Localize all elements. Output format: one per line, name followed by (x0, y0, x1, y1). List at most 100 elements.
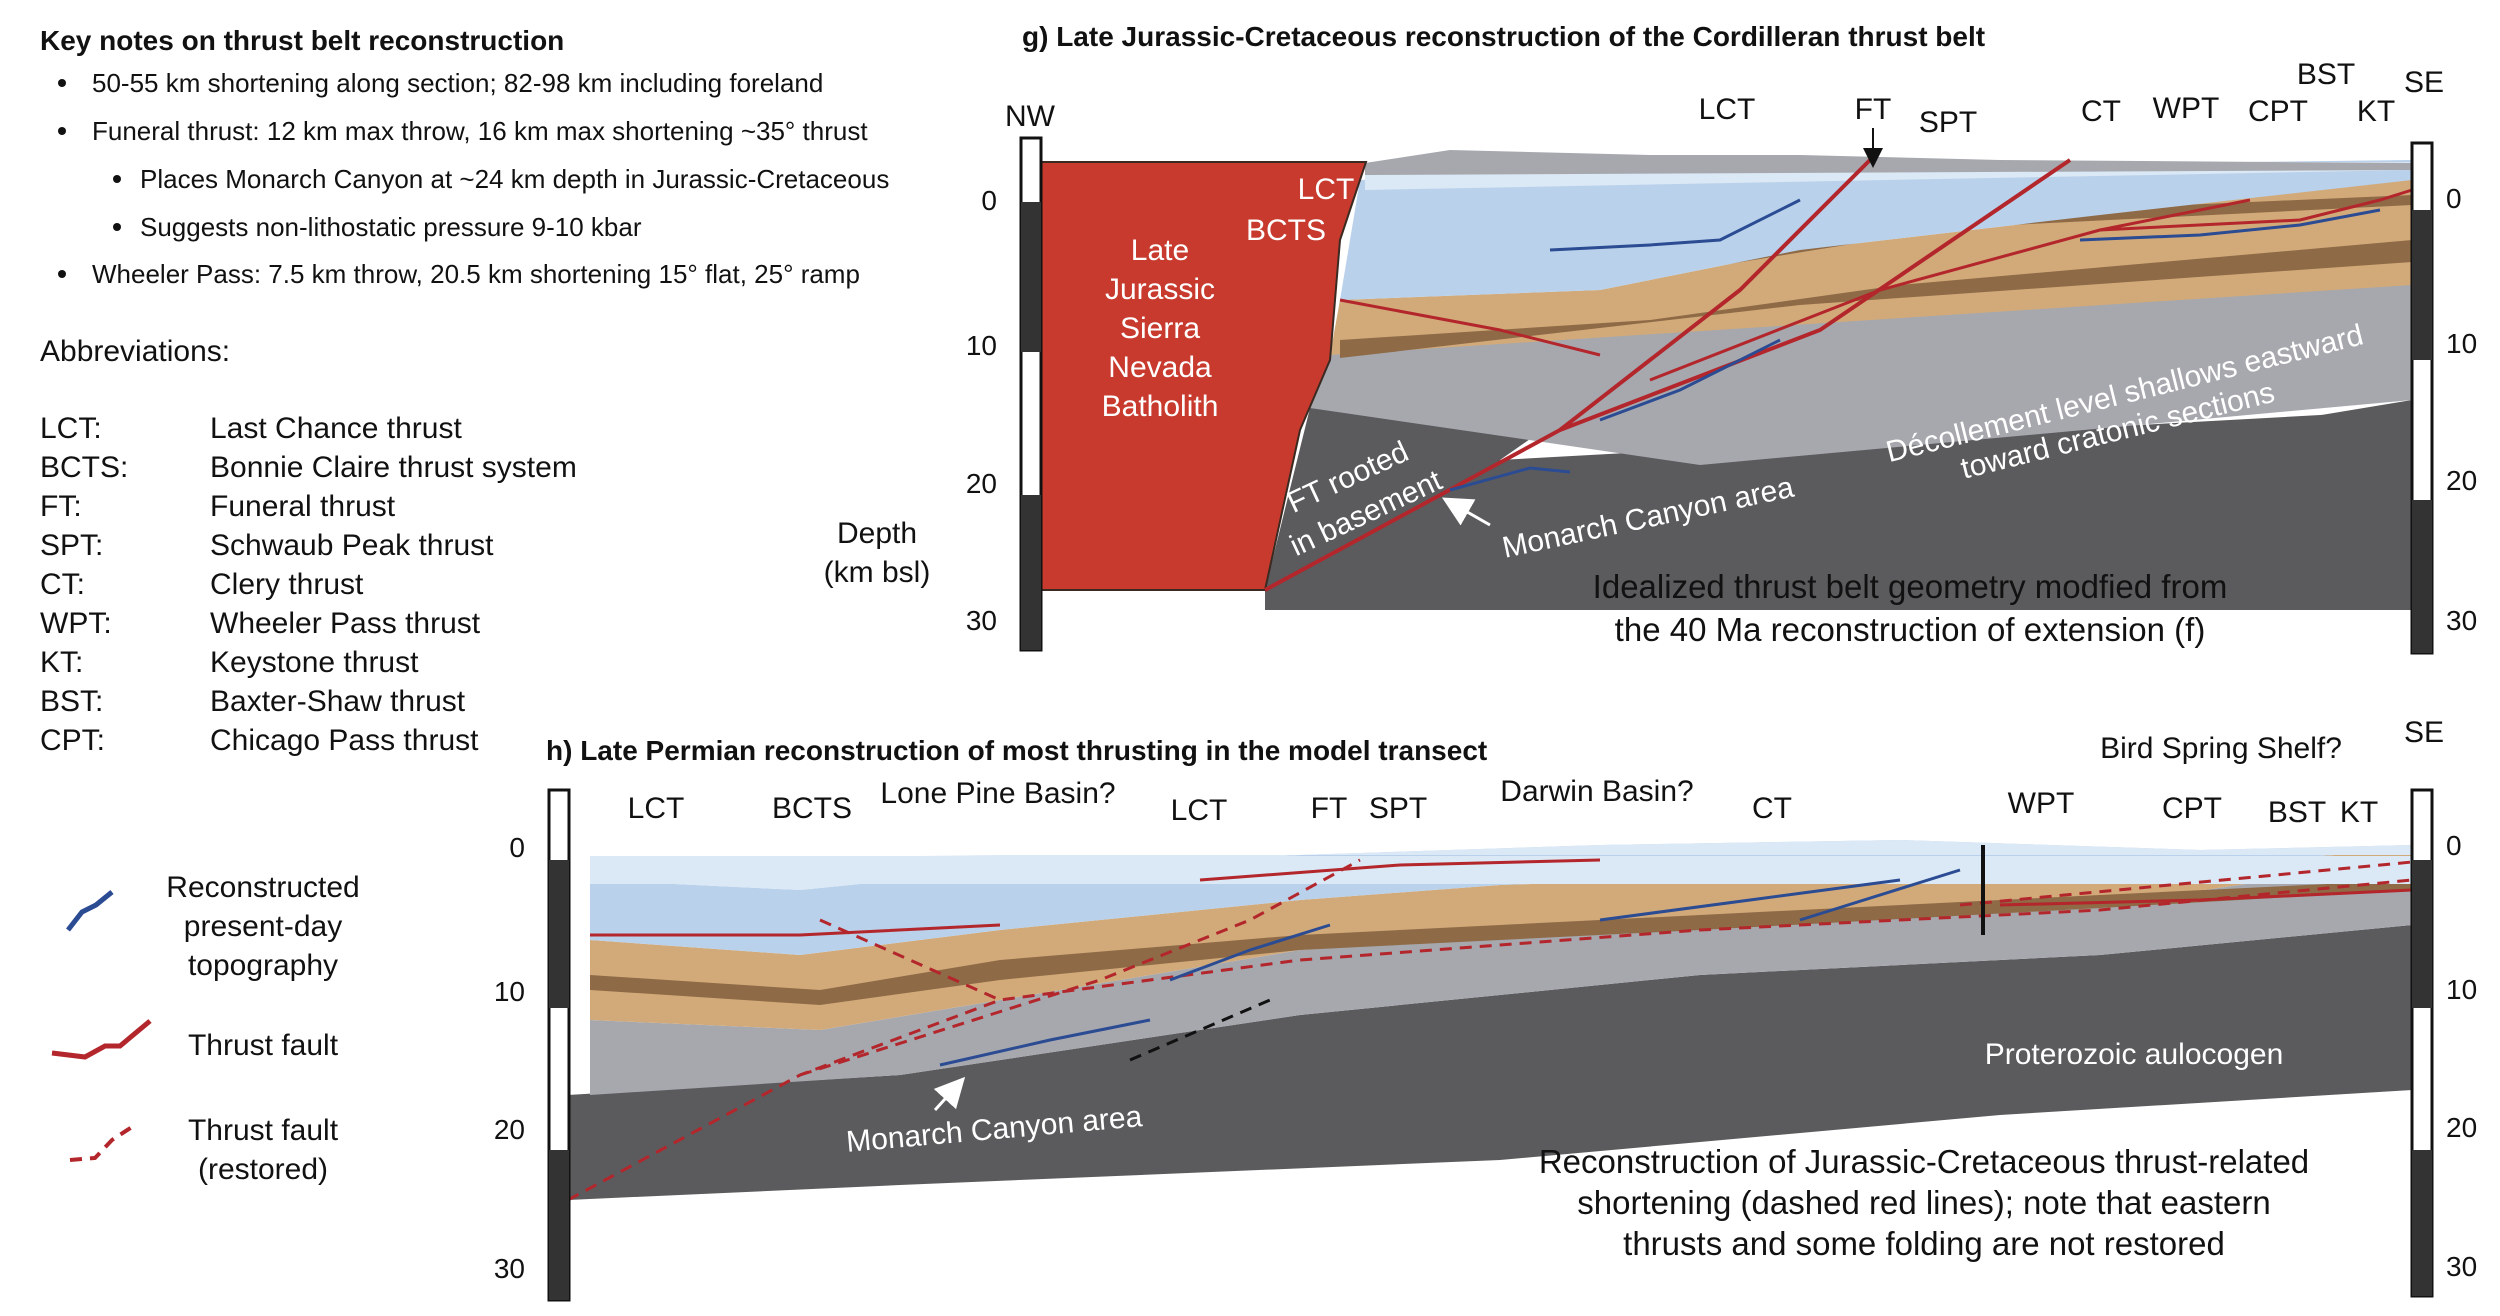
depth-tick: 10 (2446, 974, 2477, 1005)
top-strata (590, 856, 2412, 884)
abbr-name: Keystone thrust (210, 646, 419, 679)
depth-tick: 0 (2446, 830, 2462, 861)
label-pointer (933, 1076, 966, 1112)
depth-tick: 10 (2446, 328, 2477, 359)
depth-tick: 10 (494, 976, 525, 1007)
restored-thrust (1129, 998, 1271, 1062)
pale-strata (590, 840, 2412, 890)
restored-thrust (1959, 860, 2413, 907)
thrust-fault (1649, 198, 2251, 382)
depth-scale-bar (549, 1150, 569, 1300)
depth-tick: 30 (966, 605, 997, 636)
fault-label: CPT (2248, 95, 2308, 128)
legend-topography-label: topography (188, 949, 338, 982)
inner-lct-label: LCT (1298, 173, 1355, 206)
abbr-code: WPT: (40, 607, 112, 640)
abbr-code: FT: (40, 490, 82, 523)
fault-label: FT (1855, 93, 1892, 126)
panel-h-caption: Reconstruction of Jurassic-Cretaceous th… (1539, 1143, 2309, 1180)
thrust-fault (1339, 298, 1601, 357)
depth-scale-bar (2412, 500, 2432, 653)
abbr-name: Funeral thrust (210, 490, 396, 523)
fault-label: BST (2297, 58, 2355, 91)
topography-swatch (66, 890, 114, 932)
basin-label: Lone Pine Basin? (880, 777, 1115, 810)
topography-line (1599, 878, 1901, 922)
panel-h-caption: thrusts and some folding are not restore… (1623, 1225, 2225, 1262)
fault-label: CT (1752, 792, 1792, 825)
abbr-name: Bonnie Claire thrust system (210, 451, 577, 484)
batholith-label: Late (1131, 234, 1189, 267)
basement-unit (568, 925, 2412, 1200)
panel-g-cross-section (1040, 150, 2413, 610)
depth-scale-bar (1021, 495, 1041, 650)
depth-scale-bar (1021, 202, 1041, 352)
basement-unit (1265, 400, 2412, 610)
fault-label: SPT (1369, 792, 1427, 825)
thrust-fault (1199, 858, 1601, 882)
topography-line (939, 1018, 1151, 1067)
fault-label: BST (2268, 796, 2326, 829)
abbr-name: Wheeler Pass thrust (210, 607, 481, 640)
thrust-fault (1559, 158, 2072, 432)
label-pointer (1441, 497, 1491, 527)
panel-g-title: g) Late Jurassic-Cretaceous reconstructi… (1022, 21, 1985, 52)
panel-g: g) Late Jurassic-Cretaceous reconstructi… (966, 21, 2477, 655)
nw-label: NW (1005, 100, 1056, 133)
se-label: SE (2404, 716, 2444, 749)
restored-thrust-swatch (69, 1123, 137, 1162)
depth-tick: 20 (966, 468, 997, 499)
batholith-label: Nevada (1108, 351, 1212, 384)
bullet-icon (113, 175, 121, 183)
topography-line (1599, 338, 1781, 422)
depth-tick: 30 (2446, 1251, 2477, 1282)
restored-thrust (819, 918, 1001, 1002)
fault-label: LCT (1699, 93, 1756, 126)
topography-line (1799, 868, 1961, 922)
inner-bcts-label: BCTS (1246, 214, 1326, 247)
depth-tick: 0 (981, 185, 997, 216)
blue-strata (1340, 160, 2412, 300)
bullet-icon (58, 270, 66, 278)
fault-label: WPT (2008, 787, 2075, 820)
legend-thrust-label: Thrust fault (188, 1029, 339, 1062)
panel-g-caption: Idealized thrust belt geometry modfied f… (1593, 568, 2228, 605)
top-strata (1365, 150, 2412, 175)
note-item: Funeral thrust: 12 km max throw, 16 km m… (92, 116, 868, 146)
fault-label: BCTS (772, 792, 852, 825)
se-label: SE (2404, 66, 2444, 99)
panel-h-caption: shortening (dashed red lines); note that… (1577, 1184, 2270, 1221)
abbreviations-title: Abbreviations: (40, 335, 230, 368)
thrust-fault (590, 923, 1001, 937)
fault-label: WPT (2153, 92, 2220, 125)
bullet-icon (58, 79, 66, 87)
legend-restored-label: Thrust fault (188, 1114, 339, 1147)
legend-topography-label: present-day (184, 910, 342, 943)
bullet-icon (113, 223, 121, 231)
panel-g-caption: the 40 Ma reconstruction of extension (f… (1615, 611, 2206, 648)
fault-label: LCT (1171, 794, 1228, 827)
batholith-label: Sierra (1120, 312, 1200, 345)
brown-strata (590, 880, 2412, 1005)
depth-tick: 10 (966, 330, 997, 361)
abbr-name: Clery thrust (210, 568, 364, 601)
thrust-fault (2099, 188, 2413, 232)
abbr-code: KT: (40, 646, 83, 679)
depth-axis-label: Depth (837, 517, 917, 550)
thrust-fault-swatch (51, 1019, 152, 1060)
abbr-code: CT: (40, 568, 85, 601)
fault-label: KT (2340, 796, 2378, 829)
topography-line (1169, 923, 1331, 982)
abbreviations: Abbreviations: LCT: Last Chance thrust B… (40, 335, 577, 757)
depth-scale-bar (2412, 1150, 2432, 1296)
abbr-code: BST: (40, 685, 103, 718)
depth-tick: 0 (2446, 183, 2462, 214)
depth-tick: 30 (2446, 605, 2477, 636)
abbr-name: Last Chance thrust (210, 412, 462, 445)
abbr-code: BCTS: (40, 451, 128, 484)
depth-scale-bar (2412, 860, 2432, 1008)
tan-strata (590, 850, 2412, 1030)
key-notes: Key notes on thrust belt reconstruction … (40, 25, 889, 289)
fault-label: CPT (2162, 792, 2222, 825)
abbr-code: SPT: (40, 529, 103, 562)
